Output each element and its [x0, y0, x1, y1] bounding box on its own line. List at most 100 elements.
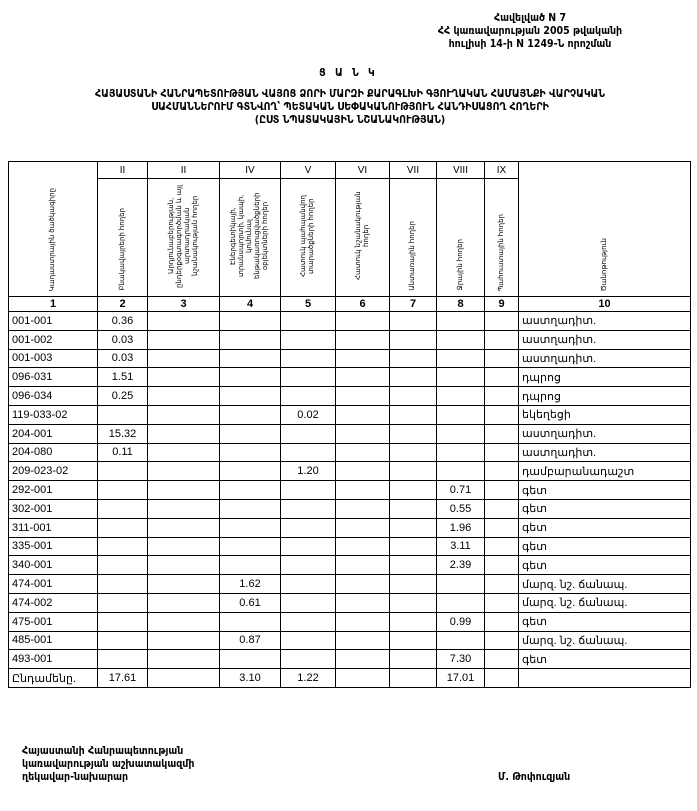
area-cell [280, 611, 336, 632]
area-cell: 7.30 [436, 649, 485, 670]
area-cell [484, 611, 519, 632]
area-cell [335, 498, 390, 519]
area-cell [484, 555, 519, 576]
area-cell: 0.36 [97, 311, 148, 331]
area-cell [147, 442, 220, 463]
area-cell [147, 574, 220, 594]
area-cell: 0.25 [97, 386, 148, 406]
area-cell: 0.71 [436, 480, 485, 500]
area-cell [389, 442, 437, 463]
header-cell-9: Պահուստային հողեր [484, 178, 519, 297]
area-cell [147, 498, 220, 519]
cadastral-code: 096-034 [8, 386, 98, 406]
total-cell [389, 668, 437, 688]
area-cell [436, 442, 485, 463]
area-cell [484, 386, 519, 406]
column-number: 3 [147, 296, 220, 312]
signatory-name: Մ. Թոփուզյան [498, 771, 571, 783]
area-cell [97, 574, 148, 594]
column-number: 8 [436, 296, 485, 312]
column-number-row: 1 2 3 4 5 6 7 8 9 10 [8, 296, 691, 312]
area-cell [389, 517, 437, 538]
area-cell [97, 555, 148, 576]
note-cell: աստղադիտ. [518, 442, 691, 463]
area-cell [280, 367, 336, 388]
area-cell [389, 536, 437, 557]
area-cell [97, 592, 148, 613]
area-cell: 1.62 [219, 574, 281, 594]
area-cell [389, 404, 437, 425]
area-cell [219, 611, 281, 632]
header-text: Էներգետիկայի, տրանսպորտի, կապի, կոմունալ… [230, 192, 269, 280]
area-cell: 15.32 [97, 423, 148, 444]
area-cell: 0.99 [436, 611, 485, 632]
area-cell [97, 461, 148, 482]
note-cell: գետ [518, 649, 691, 670]
table-row: 209-023-02 1.20 դամբարանադաշտ [8, 461, 691, 482]
area-cell [219, 498, 281, 519]
area-cell [219, 404, 281, 425]
cadastral-code: 001-003 [8, 348, 98, 369]
area-cell [436, 630, 485, 651]
table-row: 475-001 0.99 գետ [8, 611, 691, 632]
area-cell [389, 423, 437, 444]
total-row: Ընդամենը. 17.61 3.10 1.22 17.01 [8, 668, 691, 688]
column-number: 1 [8, 296, 98, 312]
header-roman-row: Կադաստրային ծածկագիրը II II IV V VI VII VIII IX Ծ… [8, 161, 691, 297]
cadastral-code: 475-001 [8, 611, 98, 632]
cadastral-code: 001-002 [8, 329, 98, 350]
table-row: 096-034 0.25 դպրոց [8, 386, 691, 406]
note-cell: դպրոց [518, 367, 691, 388]
cadastral-code: 340-001 [8, 555, 98, 576]
column-number: 10 [518, 296, 691, 312]
column-number: 7 [389, 296, 437, 312]
area-cell: 0.11 [97, 442, 148, 463]
header-text: Հատուկ նշանակության հողեր [354, 191, 370, 281]
area-cell: 0.61 [219, 592, 281, 613]
area-cell [436, 367, 485, 388]
area-cell [484, 329, 519, 350]
header-text: Ծանոթություն [600, 237, 608, 291]
area-cell [436, 404, 485, 425]
header-cell-7: Անտառային հողեր [389, 178, 437, 297]
header-cell-8: Ջրային հողեր [436, 178, 485, 297]
cadastral-code: 335-001 [8, 536, 98, 557]
area-cell [219, 517, 281, 538]
total-cell [335, 668, 390, 688]
area-cell [389, 367, 437, 388]
cadastral-code: 302-001 [8, 498, 98, 519]
area-cell [219, 423, 281, 444]
area-cell [219, 480, 281, 500]
area-cell [280, 442, 336, 463]
area-cell [147, 555, 220, 576]
table-row: 001-002 0.03 աստղադիտ. [8, 329, 691, 350]
area-cell [389, 461, 437, 482]
cadastral-code: 485-001 [8, 630, 98, 651]
table-row: 119-033-02 0.02 եկեղեցի [8, 404, 691, 425]
area-cell [219, 329, 281, 350]
cadastral-code: 474-001 [8, 574, 98, 594]
note-cell: գետ [518, 517, 691, 538]
area-cell [280, 536, 336, 557]
note-cell: աստղադիտ. [518, 423, 691, 444]
area-cell [389, 480, 437, 500]
header-text: Կադաստրային ծածկագիրը [49, 187, 56, 291]
note-cell: մարզ. նշ. ճանապ. [518, 630, 691, 651]
area-cell [389, 555, 437, 576]
area-cell [436, 386, 485, 406]
area-cell [147, 348, 220, 369]
total-cell: 3.10 [219, 668, 281, 688]
area-cell [97, 611, 148, 632]
cadastral-code: 209-023-02 [8, 461, 98, 482]
area-cell [484, 461, 519, 482]
header-cell-3: Արդյունաբերության, ընդերքօգտագործման և ա… [147, 178, 220, 297]
area-cell [280, 517, 336, 538]
header-cell-1: Կադաստրային ծածկագիրը [8, 161, 98, 297]
area-cell: 3.11 [436, 536, 485, 557]
cadastral-code: 096-031 [8, 367, 98, 388]
area-cell: 0.03 [97, 329, 148, 350]
area-cell [389, 574, 437, 594]
column-number: 9 [484, 296, 519, 312]
area-cell [219, 386, 281, 406]
